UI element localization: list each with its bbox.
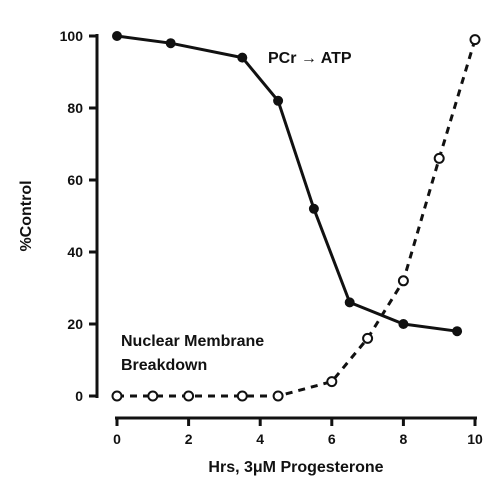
data-point-1 — [469, 34, 481, 46]
data-point-1 — [326, 376, 338, 388]
y-axis-label: %Control — [18, 180, 35, 251]
y-tick-label: 40 — [67, 244, 83, 260]
annotation-nuclear-line2: Breakdown — [121, 357, 207, 374]
y-tick-label: 80 — [67, 100, 83, 116]
data-point-1 — [111, 390, 123, 402]
x-tick-label: 0 — [113, 431, 121, 447]
data-point-1 — [147, 390, 159, 402]
x-tick-label: 10 — [467, 431, 483, 447]
annotation-pcr-atp: PCr → ATP — [268, 50, 352, 67]
series-line-1 — [117, 39, 477, 398]
x-tick-label: 6 — [328, 431, 336, 447]
data-point-0 — [273, 95, 284, 106]
data-point-1 — [183, 390, 195, 402]
data-point-0 — [398, 319, 409, 329]
x-axis-label: Hrs, 3μM Progesterone — [208, 459, 383, 476]
axes: 0 20 40 60 80 100 0 2 4 6 8 10 — [60, 28, 483, 447]
y-tick-label: 20 — [67, 316, 83, 332]
data-point-0 — [112, 31, 122, 41]
data-point-0 — [452, 326, 463, 337]
series-layer — [111, 31, 481, 402]
x-tick-label: 4 — [256, 431, 264, 447]
annotation-nuclear-line1: Nuclear Membrane — [121, 333, 264, 350]
data-point-0 — [344, 297, 355, 308]
y-tick-label: 0 — [75, 388, 83, 404]
data-point-1 — [272, 390, 284, 402]
data-point-0 — [237, 52, 248, 63]
data-point-0 — [165, 38, 176, 49]
series-line-0 — [116, 34, 458, 333]
y-tick-label: 60 — [67, 172, 83, 188]
x-tick-label: 8 — [400, 431, 408, 447]
data-point-1 — [236, 390, 248, 402]
data-point-1 — [397, 275, 409, 287]
labels: Hrs, 3μM Progesterone %Control PCr → ATP… — [18, 50, 384, 476]
data-point-1 — [433, 152, 445, 164]
y-tick-label: 100 — [60, 28, 84, 44]
x-tick-label: 2 — [185, 431, 193, 447]
data-point-0 — [308, 203, 319, 214]
data-point-1 — [362, 332, 374, 344]
